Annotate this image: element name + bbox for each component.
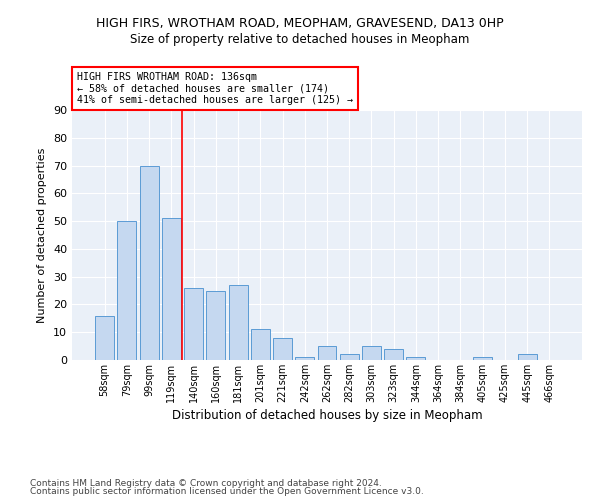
Bar: [118, 221, 136, 360]
Text: HIGH FIRS WROTHAM ROAD: 136sqm
← 58% of detached houses are smaller (174)
41% of: HIGH FIRS WROTHAM ROAD: 136sqm ← 58% of …: [77, 72, 353, 105]
Bar: [140, 166, 158, 360]
Bar: [295, 357, 314, 360]
Text: Contains HM Land Registry data © Crown copyright and database right 2024.: Contains HM Land Registry data © Crown c…: [30, 478, 382, 488]
Text: Contains public sector information licensed under the Open Government Licence v3: Contains public sector information licen…: [30, 488, 424, 496]
Bar: [184, 288, 203, 360]
Text: HIGH FIRS, WROTHAM ROAD, MEOPHAM, GRAVESEND, DA13 0HP: HIGH FIRS, WROTHAM ROAD, MEOPHAM, GRAVES…: [96, 18, 504, 30]
Bar: [473, 357, 492, 360]
Text: Size of property relative to detached houses in Meopham: Size of property relative to detached ho…: [130, 32, 470, 46]
Bar: [406, 357, 425, 360]
Bar: [273, 338, 292, 360]
Bar: [162, 218, 181, 360]
Bar: [95, 316, 114, 360]
Bar: [251, 330, 270, 360]
Bar: [340, 354, 359, 360]
Bar: [384, 349, 403, 360]
Y-axis label: Number of detached properties: Number of detached properties: [37, 148, 47, 322]
Bar: [317, 346, 337, 360]
Bar: [518, 354, 536, 360]
X-axis label: Distribution of detached houses by size in Meopham: Distribution of detached houses by size …: [172, 409, 482, 422]
Bar: [362, 346, 381, 360]
Bar: [229, 285, 248, 360]
Bar: [206, 290, 225, 360]
